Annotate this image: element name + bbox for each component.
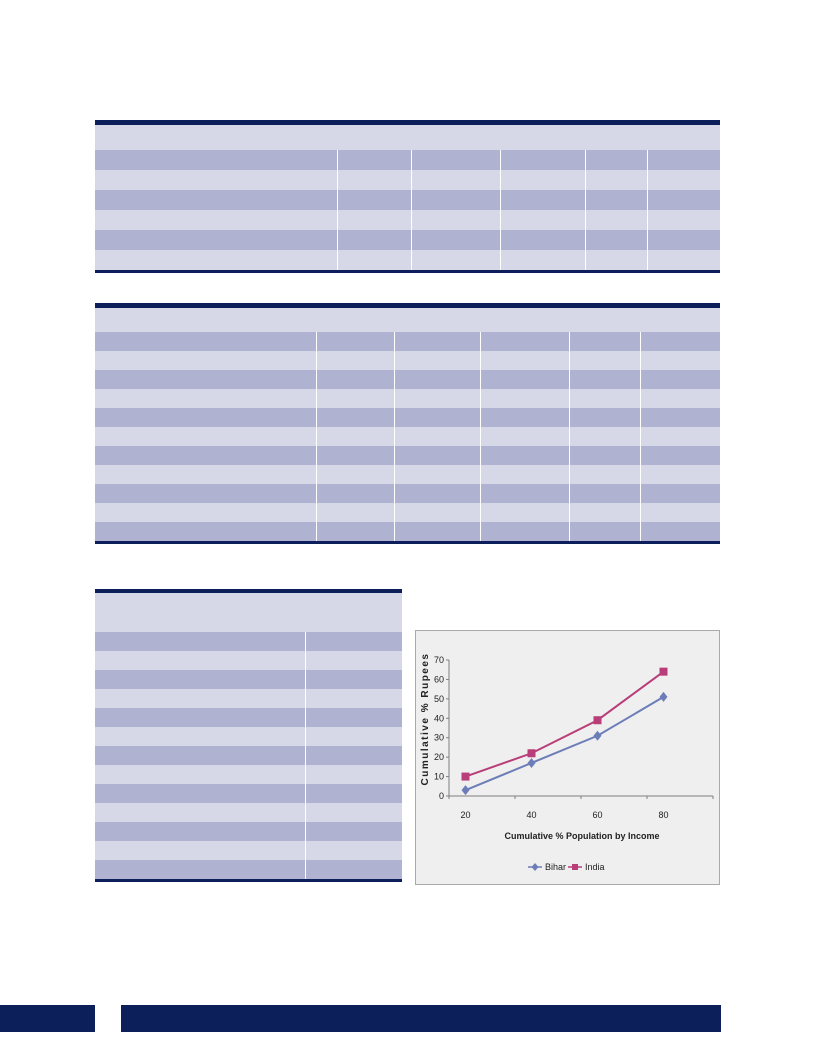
table-row bbox=[95, 841, 402, 860]
table-row bbox=[95, 351, 720, 370]
table-row bbox=[95, 210, 720, 230]
table-row bbox=[95, 190, 720, 210]
table-row bbox=[95, 484, 720, 503]
table-row bbox=[95, 427, 720, 446]
table-row bbox=[95, 708, 402, 727]
table-row bbox=[95, 150, 720, 170]
table-row bbox=[95, 651, 402, 670]
chart-legend: Bihar India bbox=[528, 862, 605, 872]
table-row bbox=[95, 784, 402, 803]
table-row bbox=[95, 503, 720, 522]
y-tick-label: 50 bbox=[434, 694, 444, 704]
chart-canvas: Cumulative % Rupees Cumulative % Populat… bbox=[420, 653, 714, 872]
legend-label-india: India bbox=[585, 862, 605, 872]
table-row bbox=[95, 465, 720, 484]
y-tick-label: 70 bbox=[434, 655, 444, 665]
table-2-top-rule bbox=[95, 303, 720, 308]
cumulative-income-chart: Cumulative % Rupees Cumulative % Populat… bbox=[415, 630, 720, 885]
table-row bbox=[95, 522, 720, 541]
table-row bbox=[95, 230, 720, 250]
y-tick-label: 40 bbox=[434, 713, 444, 723]
table-row bbox=[95, 727, 402, 746]
table-3 bbox=[95, 589, 402, 882]
x-tick-label: 40 bbox=[526, 810, 536, 820]
table-row bbox=[95, 250, 720, 270]
data-point-india bbox=[659, 667, 668, 676]
x-tick-label: 80 bbox=[658, 810, 668, 820]
table-row bbox=[95, 389, 720, 408]
table-3-header-row bbox=[95, 593, 402, 632]
footer-bar-right bbox=[121, 1005, 721, 1032]
x-axis-label: Cumulative % Population by Income bbox=[504, 831, 659, 841]
x-tick-label: 20 bbox=[460, 810, 470, 820]
data-point-india bbox=[461, 772, 470, 781]
y-tick-label: 60 bbox=[434, 674, 444, 684]
table-3-bottom-rule bbox=[95, 879, 402, 882]
table-row bbox=[95, 370, 720, 389]
table-2-bottom-rule bbox=[95, 541, 720, 544]
data-point-india bbox=[593, 716, 602, 725]
table-row bbox=[95, 408, 720, 427]
table-row bbox=[95, 746, 402, 765]
data-point-bihar bbox=[527, 757, 536, 768]
table-1-header-row bbox=[95, 125, 720, 150]
table-row bbox=[95, 170, 720, 190]
y-tick-label: 10 bbox=[434, 772, 444, 782]
table-row bbox=[95, 446, 720, 465]
table-row bbox=[95, 803, 402, 822]
y-tick-label: 0 bbox=[439, 791, 444, 801]
legend-marker-bihar bbox=[531, 863, 539, 871]
table-row bbox=[95, 670, 402, 689]
data-point-bihar bbox=[593, 730, 602, 741]
y-axis-label: Cumulative % Rupees bbox=[420, 653, 431, 786]
data-point-bihar bbox=[659, 691, 668, 702]
footer-bar-left bbox=[0, 1005, 95, 1032]
table-2 bbox=[95, 303, 720, 544]
table-row bbox=[95, 765, 402, 784]
table-row bbox=[95, 689, 402, 708]
table-row bbox=[95, 822, 402, 841]
table-1 bbox=[95, 120, 720, 273]
series-line-india bbox=[465, 670, 665, 778]
table-row bbox=[95, 332, 720, 351]
data-point-india bbox=[527, 749, 536, 758]
table-2-header-row bbox=[95, 308, 720, 332]
legend-label-bihar: Bihar bbox=[545, 862, 566, 872]
table-3-top-rule bbox=[95, 589, 402, 593]
table-1-top-rule bbox=[95, 120, 720, 125]
table-row bbox=[95, 860, 402, 879]
table-1-bottom-rule bbox=[95, 270, 720, 273]
x-tick-label: 60 bbox=[592, 810, 602, 820]
series-line-bihar bbox=[465, 696, 665, 792]
data-point-bihar bbox=[461, 785, 470, 796]
legend-marker-india bbox=[572, 864, 578, 870]
y-tick-label: 20 bbox=[434, 752, 444, 762]
y-tick-label: 30 bbox=[434, 733, 444, 743]
table-row bbox=[95, 632, 402, 651]
